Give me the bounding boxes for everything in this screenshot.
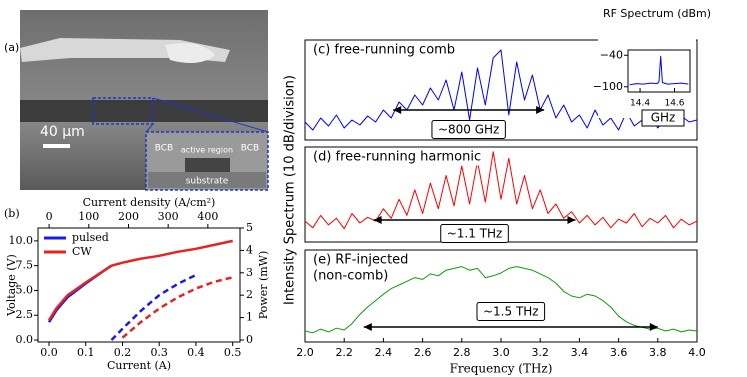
x-tick-label: 0.3 [150,346,168,359]
x-tick-label: 3.6 [610,346,628,359]
plot-frame [627,49,691,93]
x-tick-label: 14.6 [664,99,684,109]
scale-bar-label: 40 μm [40,124,85,140]
x2-tick-label: 300 [158,210,179,223]
x-tick-label: 14.4 [630,99,650,109]
x-tick-label: 0.5 [224,346,242,359]
inset-title: RF Spectrum (dBm) [603,7,711,20]
series-group [629,55,689,86]
x-tick-label: 2.4 [375,346,393,359]
x-tick-label: 0.0 [40,346,58,359]
sem-image-panel: (a) 40 μm BCB active region BCB substrat… [4,10,269,191]
x-tick-label: 2.2 [335,346,353,359]
data-line [47,239,233,321]
panel-title: (non-comb) [313,269,388,284]
span-label-box [476,302,546,321]
x2-tick-label: 100 [78,210,99,223]
data-line [110,273,197,341]
plot-frame [304,39,698,141]
span-label-box [440,224,509,243]
span-label: ~1.5 THz [483,305,539,319]
y2-tick-label: 4 [246,243,253,256]
plot-frame [37,227,241,343]
series-group [305,49,697,131]
panel-title: (c) free-running comb [313,43,455,58]
series-group [305,266,697,334]
title-background [311,267,391,285]
data-line [629,55,689,86]
chart-panel: (c) free-running comb ~800 GHz [304,39,698,141]
y2-tick-label: 2 [246,288,253,301]
x2-tick-label: 200 [118,210,139,223]
ridge [20,100,268,122]
bond-pad [165,42,215,64]
x-tick-label: 2.6 [414,346,432,359]
y-tick-label: 5.0 [16,283,34,296]
span-label-box [431,120,506,139]
y-tick-label: 0.0 [16,333,34,346]
zoom-line [145,123,154,133]
annotation: BCB [241,144,259,154]
x-tick-label: 0.1 [77,346,95,359]
series-group [47,239,233,341]
x-axis-title: Frequency (THz) [450,362,553,376]
span-label: ~1.1 THz [447,227,503,241]
chart-panel: 14.4 14.6 −40 −100 GHz RF Spectrum (dBm) [593,7,711,127]
series-group [305,151,697,230]
title-background [311,41,458,59]
panel-label: (a) [4,41,19,54]
x-tick-label: 2.8 [453,346,471,359]
data-line [121,276,233,339]
chart-panel: 2.0 2.2 2.4 2.6 2.8 3.0 3.2 3.4 3.6 3.8 4.0 Frequen… [296,249,706,376]
y-tick-label: 10.0 [9,234,34,247]
x-axis-title: GHz [651,111,676,125]
y-tick-label: −40 [600,48,623,61]
annotation: active region [181,146,233,155]
annotation: substrate [186,177,229,187]
active-region-layer [185,158,230,172]
x-tick-label: 3.0 [492,346,510,359]
x-tick-label: 0.2 [114,346,132,359]
panel-title: (d) free-running harmonic [313,150,481,165]
x-tick-label: 2.0 [296,346,314,359]
span-label: ~800 GHz [438,123,499,137]
y2-tick-label: 0 [246,333,253,346]
x-tick-label: 3.4 [571,346,589,359]
zoom-box [92,97,154,125]
legend-label: pulsed [72,231,109,244]
x2-tick-label: 400 [197,210,218,223]
data-line [305,49,697,131]
x-tick-label: 3.8 [649,346,667,359]
x-tick-label: 4.0 [688,346,706,359]
y-tick-label: −100 [593,80,623,93]
x2-tick-label: 0 [46,210,53,223]
y2-tick-label: 1 [246,311,253,324]
x2-axis-title: Current density (A/cm²) [83,196,216,209]
zoom-line [152,97,269,133]
title-background [311,148,484,166]
panel-label: (b) [4,207,20,220]
data-line [305,266,697,334]
y2-tick-label: 3 [246,266,253,279]
substrate-layer [148,172,266,188]
panel-title: (e) RF-injected [313,253,408,268]
title-background [311,251,411,269]
legend-label: CW [72,245,92,258]
y-axis-title: Intensity Spectrum (10 dB/division) [283,75,298,305]
y2-axis-title: Power (mW) [257,251,270,320]
chart-panel: Intensity Spectrum (10 dB/division) (d) f… [283,75,698,305]
y2-tick-label: 5 [246,221,253,234]
data-line [47,264,113,323]
x-tick-label: 3.2 [531,346,549,359]
chart-panel: 0.0 0.1 0.2 0.3 0.4 0.5 0.0 2.5 5.0 7.5 10.0 0 1 2 3 4 5… [4,196,270,372]
x-axis-title: Current (A) [107,359,171,372]
y-axis-title: Voltage (V) [5,254,18,317]
x-tick-label: 0.4 [187,346,205,359]
label-box [641,109,685,127]
y-tick-label: 2.5 [16,308,34,321]
data-line [305,151,697,230]
annotation: BCB [155,144,173,154]
y-tick-label: 7.5 [16,259,34,272]
